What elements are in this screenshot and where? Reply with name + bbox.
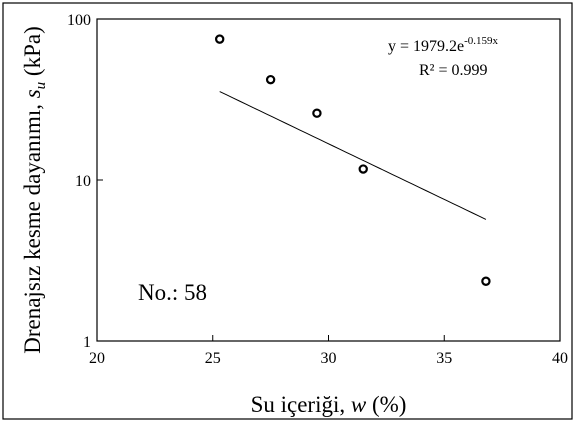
data-point (214, 34, 225, 44)
data-point (265, 74, 276, 85)
equation-label: y = 1979.2e-0.159x (388, 35, 499, 55)
axis-ticks: 20 25 30 35 40 1 10 100 (67, 12, 568, 367)
x-tick-label: 30 (321, 350, 337, 367)
y-axis-label: Drenajsız kesme dayanımı, su (kPa) (20, 26, 49, 354)
x-tick-label: 35 (436, 350, 452, 367)
y-tick-label: 100 (67, 12, 91, 29)
data-point (312, 108, 322, 118)
x-tick-label: 40 (552, 350, 568, 367)
y-tick-label: 10 (75, 173, 91, 190)
sample-annotation: No.: 58 (138, 280, 207, 305)
x-tick-label: 20 (89, 350, 105, 367)
y-tick-label: 1 (83, 334, 91, 351)
data-points (214, 34, 491, 286)
x-tick-label: 25 (205, 350, 221, 367)
data-point (358, 164, 368, 174)
r-squared-label: R² = 0.999 (419, 62, 488, 79)
trendline (219, 91, 487, 220)
x-axis-label: Su içeriği, w (%) (251, 392, 407, 417)
trendline-path (219, 91, 487, 220)
data-point (481, 276, 491, 286)
